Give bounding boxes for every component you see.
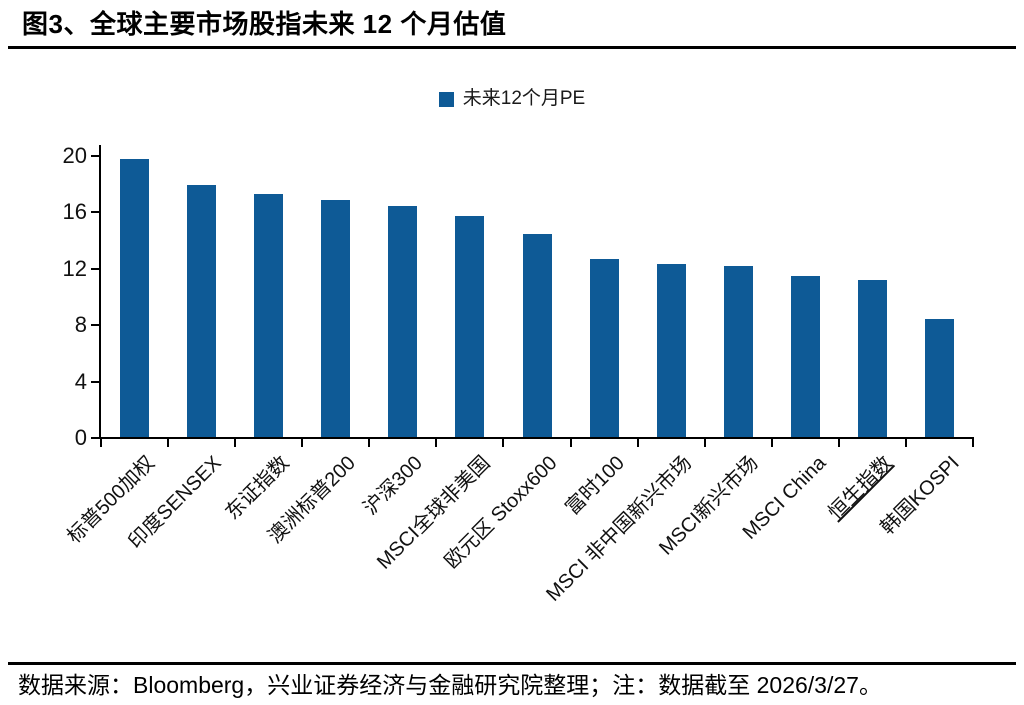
legend-label: 未来12个月PE bbox=[462, 88, 586, 109]
bar-4 bbox=[321, 200, 351, 437]
x-axis-tick bbox=[100, 439, 102, 447]
x-axis-tick bbox=[569, 439, 572, 447]
y-axis-line bbox=[99, 145, 101, 439]
x-axis-tick bbox=[234, 439, 237, 447]
title-divider-line bbox=[8, 46, 1016, 49]
x-axis-tick bbox=[167, 439, 170, 447]
x-axis-tick bbox=[636, 439, 639, 447]
figure-title: 图3、全球主要市场股指未来 12 个月估值 bbox=[22, 9, 507, 39]
x-axis-tick bbox=[502, 439, 505, 447]
bar-12 bbox=[857, 280, 887, 437]
bar-5 bbox=[388, 205, 418, 437]
x-axis-tick bbox=[837, 439, 840, 447]
bar-3 bbox=[254, 194, 284, 437]
bar-6 bbox=[455, 215, 485, 437]
footer-divider-line bbox=[8, 662, 1016, 665]
x-axis-label: 富时100 bbox=[561, 452, 629, 520]
y-axis-tick-label: 16 bbox=[62, 199, 87, 225]
y-axis-tick-label: 8 bbox=[74, 312, 87, 338]
y-axis-tick bbox=[91, 437, 100, 439]
y-axis-tick-label: 20 bbox=[62, 143, 87, 168]
x-axis-tick bbox=[904, 439, 907, 447]
legend-swatch-icon bbox=[438, 91, 454, 107]
x-axis-tick bbox=[301, 439, 304, 447]
y-axis-tick-label: 12 bbox=[62, 255, 87, 281]
y-axis-tick-label: 4 bbox=[74, 368, 87, 394]
x-axis-tick bbox=[703, 439, 706, 447]
bar-11 bbox=[790, 276, 820, 437]
bar-7 bbox=[522, 233, 552, 437]
x-axis-label: 欧元区 Stoxx600 bbox=[440, 452, 562, 573]
x-axis-tick bbox=[435, 439, 438, 447]
bar-8 bbox=[589, 259, 619, 437]
y-axis-tick bbox=[91, 380, 100, 383]
bar-9 bbox=[656, 263, 686, 437]
chart-legend: 未来12个月PE bbox=[0, 88, 1024, 110]
bar-2 bbox=[187, 184, 217, 437]
x-axis-label: 沪深300 bbox=[359, 452, 428, 520]
y-axis-tick-label: 0 bbox=[74, 425, 87, 450]
x-axis-label: MSCI全球非美国 bbox=[372, 452, 495, 574]
y-axis-tick bbox=[91, 155, 100, 157]
x-axis-tick bbox=[770, 439, 773, 447]
x-axis-tick bbox=[368, 439, 371, 447]
y-axis-tick bbox=[91, 324, 100, 327]
data-source-note: 数据来源：Bloomberg，兴业证券经济与金融研究院整理；注：数据截至 202… bbox=[18, 672, 882, 698]
bar-13 bbox=[924, 318, 954, 437]
x-axis-tick bbox=[972, 439, 974, 447]
x-axis-line bbox=[99, 437, 974, 439]
bar-1 bbox=[120, 159, 150, 437]
y-axis-tick bbox=[91, 211, 100, 214]
y-axis-tick bbox=[91, 267, 100, 270]
bar-10 bbox=[723, 266, 753, 437]
